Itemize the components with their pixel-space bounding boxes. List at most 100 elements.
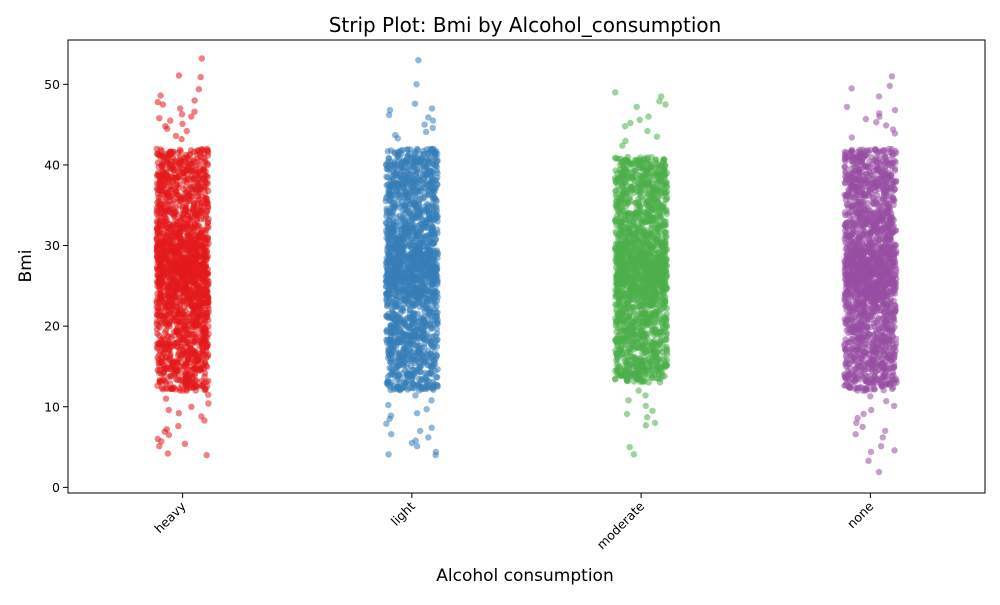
data-point [434, 273, 441, 280]
data-point [389, 365, 397, 373]
data-point [422, 323, 429, 330]
data-point [392, 150, 399, 157]
data-point [164, 332, 172, 340]
data-point [383, 173, 390, 180]
data-point [171, 228, 178, 235]
data-point [203, 198, 211, 205]
data-point [434, 382, 441, 389]
data-point [408, 218, 415, 225]
data-point [382, 195, 390, 202]
data-point [415, 387, 423, 394]
data-point [402, 273, 410, 280]
outlier-point [156, 115, 163, 122]
data-point [628, 320, 636, 327]
outlier-point [203, 451, 210, 459]
data-point [188, 331, 195, 339]
outlier-point [159, 101, 167, 108]
data-point [392, 163, 400, 170]
data-point [401, 256, 409, 264]
data-point [411, 287, 418, 294]
data-point [385, 288, 393, 295]
data-point [187, 183, 194, 191]
data-point [186, 286, 194, 293]
data-point [405, 213, 413, 220]
data-point [383, 339, 391, 346]
data-point [395, 184, 403, 192]
data-point [386, 250, 394, 257]
data-point [198, 340, 205, 347]
data-point [165, 373, 172, 380]
series-light [382, 57, 441, 459]
data-point [164, 230, 171, 237]
data-point [174, 261, 181, 268]
outlier-point [385, 111, 393, 119]
data-point [409, 277, 417, 284]
data-point [193, 333, 200, 341]
data-point [204, 207, 211, 214]
data-point [404, 146, 411, 153]
data-point [636, 218, 643, 225]
data-point [384, 262, 391, 269]
outlier-point [394, 135, 401, 142]
data-point [154, 190, 162, 197]
data-point [394, 335, 402, 343]
outlier-point [183, 127, 190, 135]
data-point [417, 244, 425, 251]
data-point [420, 305, 428, 312]
data-point [158, 277, 165, 284]
outlier-point [386, 415, 393, 422]
data-point [155, 213, 162, 220]
outlier-point [179, 120, 186, 128]
data-point [415, 288, 423, 295]
data-point [168, 210, 175, 217]
data-point [430, 161, 437, 168]
data-point [200, 215, 208, 222]
outlier-point [175, 72, 183, 79]
data-point [428, 267, 436, 274]
data-point [399, 370, 406, 377]
data-point [164, 178, 172, 185]
data-point [179, 255, 187, 262]
data-point [173, 320, 180, 327]
outlier-point [413, 81, 420, 88]
data-point [200, 166, 207, 173]
data-point [424, 347, 432, 355]
outlier-point [188, 113, 195, 120]
data-point [405, 230, 412, 237]
data-point [389, 211, 396, 218]
data-point [163, 291, 171, 298]
data-point [153, 225, 161, 232]
data-point [625, 209, 633, 217]
data-point [384, 245, 391, 252]
data-point [172, 185, 180, 193]
data-point [411, 152, 419, 160]
outlier-point [164, 450, 172, 457]
outlier-point [425, 114, 432, 121]
outlier-point [204, 391, 212, 398]
data-point [409, 310, 417, 317]
data-point [191, 301, 198, 308]
data-point [180, 311, 187, 318]
data-point [201, 325, 208, 332]
data-point [185, 208, 192, 216]
data-point [171, 372, 178, 379]
data-point [420, 163, 427, 170]
data-point [161, 365, 169, 373]
data-point [187, 162, 194, 169]
data-point [433, 337, 440, 344]
data-point [174, 293, 182, 301]
data-point [433, 330, 441, 337]
data-point [413, 296, 420, 304]
data-point [398, 158, 405, 165]
outlier-point [412, 392, 419, 399]
data-point [169, 291, 177, 298]
data-point [181, 154, 188, 161]
data-point [420, 194, 428, 201]
data-point [183, 348, 191, 355]
data-point [429, 203, 437, 211]
data-point [423, 371, 431, 378]
outlier-point [175, 410, 182, 417]
data-point [420, 223, 428, 230]
data-point [193, 354, 200, 361]
data-point [179, 336, 187, 344]
